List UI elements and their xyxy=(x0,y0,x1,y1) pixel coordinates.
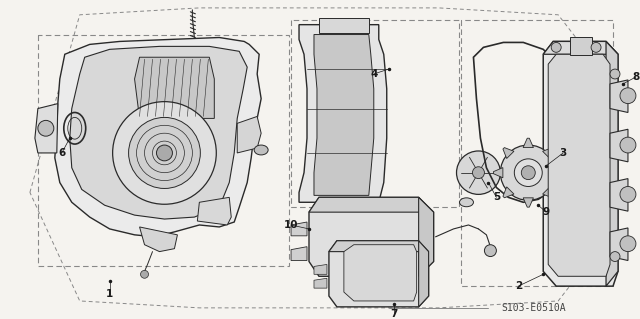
Polygon shape xyxy=(55,38,261,237)
Circle shape xyxy=(113,102,216,204)
Polygon shape xyxy=(70,46,247,219)
Text: 9: 9 xyxy=(543,207,550,217)
Circle shape xyxy=(38,120,54,136)
Circle shape xyxy=(551,42,561,52)
Polygon shape xyxy=(299,25,387,202)
Polygon shape xyxy=(134,57,214,118)
Circle shape xyxy=(620,88,636,104)
Circle shape xyxy=(610,69,620,79)
Polygon shape xyxy=(314,34,374,195)
Text: 1: 1 xyxy=(106,289,113,299)
Ellipse shape xyxy=(460,198,474,207)
Circle shape xyxy=(591,42,601,52)
Polygon shape xyxy=(543,41,618,54)
Polygon shape xyxy=(140,227,177,252)
Polygon shape xyxy=(419,241,429,307)
Text: 3: 3 xyxy=(559,148,567,158)
Text: S103-E0510A: S103-E0510A xyxy=(501,303,566,313)
Polygon shape xyxy=(35,104,58,153)
Circle shape xyxy=(484,245,497,256)
Polygon shape xyxy=(554,167,563,178)
Polygon shape xyxy=(548,54,610,276)
Polygon shape xyxy=(503,148,514,159)
Circle shape xyxy=(522,166,535,180)
Polygon shape xyxy=(606,41,618,286)
Polygon shape xyxy=(314,264,327,274)
Polygon shape xyxy=(503,187,514,198)
Polygon shape xyxy=(309,197,433,212)
Polygon shape xyxy=(314,278,327,288)
Text: 2: 2 xyxy=(515,281,522,291)
Polygon shape xyxy=(543,148,554,159)
Circle shape xyxy=(620,236,636,252)
Polygon shape xyxy=(291,222,307,236)
Polygon shape xyxy=(329,241,429,252)
Polygon shape xyxy=(543,187,554,198)
Polygon shape xyxy=(610,129,628,162)
Circle shape xyxy=(157,145,172,161)
Text: 5: 5 xyxy=(493,192,500,202)
Polygon shape xyxy=(291,247,307,261)
Circle shape xyxy=(610,252,620,262)
Polygon shape xyxy=(523,138,533,147)
Circle shape xyxy=(141,271,148,278)
Polygon shape xyxy=(419,197,433,276)
Text: 4: 4 xyxy=(370,69,378,79)
Polygon shape xyxy=(197,197,231,225)
Polygon shape xyxy=(237,116,261,153)
Polygon shape xyxy=(610,80,628,113)
Polygon shape xyxy=(344,245,417,301)
Bar xyxy=(570,38,592,55)
Bar xyxy=(319,18,369,33)
Circle shape xyxy=(456,151,500,194)
Text: 6: 6 xyxy=(58,148,65,158)
Polygon shape xyxy=(493,167,503,178)
Polygon shape xyxy=(309,197,433,276)
Text: 8: 8 xyxy=(632,72,639,82)
Polygon shape xyxy=(543,41,618,286)
Polygon shape xyxy=(610,179,628,211)
Polygon shape xyxy=(610,228,628,261)
Ellipse shape xyxy=(254,145,268,155)
Circle shape xyxy=(620,187,636,202)
Polygon shape xyxy=(329,241,429,307)
Circle shape xyxy=(500,145,556,200)
Circle shape xyxy=(472,167,484,179)
Circle shape xyxy=(129,117,200,189)
Text: 7: 7 xyxy=(390,309,397,319)
Circle shape xyxy=(620,137,636,153)
Polygon shape xyxy=(523,198,533,207)
Text: 10: 10 xyxy=(284,220,298,230)
Circle shape xyxy=(515,159,542,187)
